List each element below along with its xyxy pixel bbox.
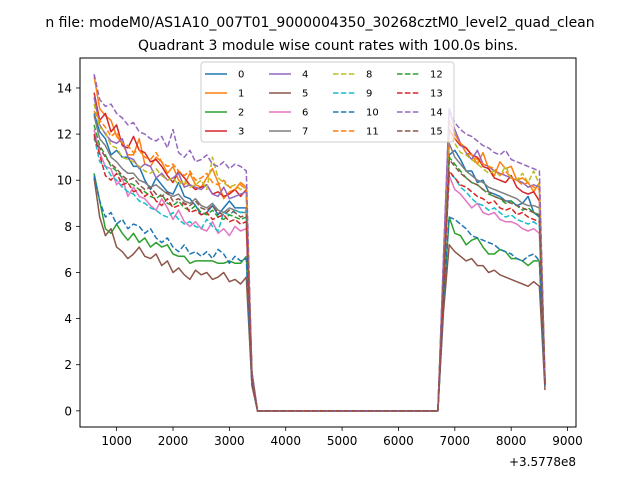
legend-label-11: 11 bbox=[366, 127, 379, 138]
x-tick-label: 6000 bbox=[383, 434, 414, 448]
series-line-4 bbox=[93, 97, 546, 412]
y-tick-label: 0 bbox=[64, 404, 72, 418]
x-axis: 1000 2000 3000 4000 5000 6000 7000 8000 9000 bbox=[101, 427, 583, 448]
legend-label-7: 7 bbox=[302, 127, 308, 138]
legend-label-1: 1 bbox=[238, 89, 244, 100]
x-axis-offset-label: +3.5778e8 bbox=[509, 455, 576, 469]
legend-label-10: 10 bbox=[366, 108, 379, 119]
x-tick-label: 3000 bbox=[214, 434, 245, 448]
x-tick-label: 5000 bbox=[327, 434, 358, 448]
x-tick-label: 8000 bbox=[496, 434, 527, 448]
x-tick-label: 9000 bbox=[552, 434, 583, 448]
y-tick-label: 12 bbox=[57, 128, 72, 142]
x-tick-label: 4000 bbox=[270, 434, 301, 448]
series-line-9 bbox=[93, 136, 546, 412]
legend-label-0: 0 bbox=[238, 70, 244, 81]
series-line-6 bbox=[93, 129, 546, 412]
legend-label-2: 2 bbox=[238, 108, 244, 119]
legend-label-14: 14 bbox=[430, 108, 443, 119]
y-tick-label: 6 bbox=[64, 266, 72, 280]
x-tick-label: 1000 bbox=[101, 434, 132, 448]
y-tick-label: 14 bbox=[57, 81, 72, 95]
legend-label-8: 8 bbox=[366, 70, 372, 81]
legend-label-4: 4 bbox=[302, 70, 308, 81]
series-line-15 bbox=[93, 138, 546, 412]
legend-box bbox=[200, 61, 455, 143]
legend-label-9: 9 bbox=[366, 89, 372, 100]
series-lines bbox=[93, 73, 546, 412]
y-axis: 0 2 4 6 8 10 12 14 bbox=[57, 81, 80, 418]
x-tick-label: 2000 bbox=[158, 434, 189, 448]
legend-label-6: 6 bbox=[302, 108, 308, 119]
chart-title: Quadrant 3 module wise count rates with … bbox=[138, 38, 518, 54]
y-tick-label: 2 bbox=[64, 358, 72, 372]
legend-label-5: 5 bbox=[302, 89, 308, 100]
series-line-2 bbox=[93, 173, 546, 412]
series-line-10 bbox=[93, 175, 546, 412]
y-tick-label: 4 bbox=[64, 312, 72, 326]
y-tick-label: 8 bbox=[64, 220, 72, 234]
legend-label-15: 15 bbox=[430, 127, 443, 138]
series-line-14 bbox=[93, 73, 546, 412]
legend-label-13: 13 bbox=[430, 89, 443, 100]
x-tick-label: 7000 bbox=[440, 434, 471, 448]
legend-label-3: 3 bbox=[238, 127, 244, 138]
plot-frame bbox=[79, 57, 577, 428]
figure-suptitle: n file: modeM0/AS1A10_007T01_9000004350_… bbox=[45, 15, 594, 31]
y-tick-label: 10 bbox=[57, 174, 72, 188]
series-line-11 bbox=[93, 110, 546, 412]
legend-label-12: 12 bbox=[430, 70, 443, 81]
series-line-5 bbox=[93, 177, 546, 412]
